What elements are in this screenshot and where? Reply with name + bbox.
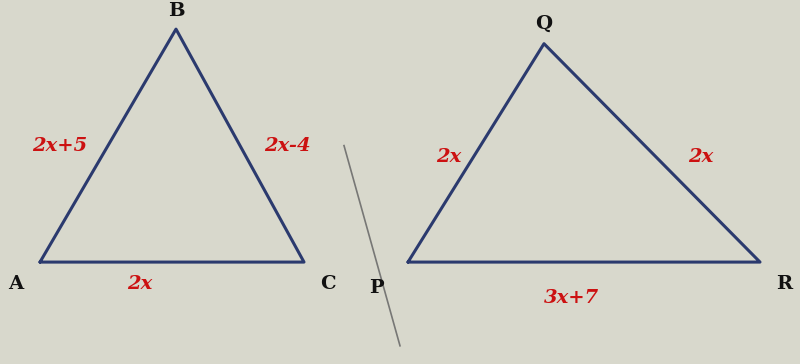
Text: Q: Q: [535, 15, 553, 33]
Text: 3x+7: 3x+7: [544, 289, 600, 308]
Text: A: A: [9, 275, 23, 293]
Text: C: C: [320, 275, 336, 293]
Text: R: R: [776, 275, 792, 293]
Text: 2x: 2x: [127, 275, 153, 293]
Text: 2x: 2x: [436, 147, 462, 166]
Text: B: B: [168, 2, 184, 20]
Text: P: P: [369, 278, 383, 297]
Text: 2x: 2x: [688, 147, 714, 166]
Text: 2x+5: 2x+5: [32, 136, 87, 155]
Text: 2x-4: 2x-4: [264, 136, 310, 155]
